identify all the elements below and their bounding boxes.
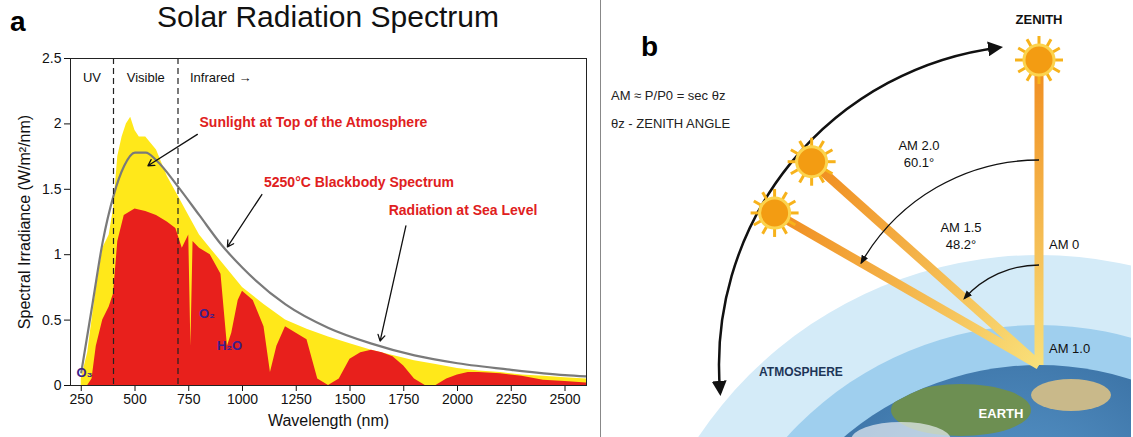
svg-text:UV: UV — [83, 70, 101, 85]
svg-text:Visible: Visible — [127, 70, 165, 85]
svg-text:0.5: 0.5 — [42, 312, 62, 328]
svg-text:AM 1.5: AM 1.5 — [940, 220, 981, 235]
svg-text:2500: 2500 — [549, 391, 580, 407]
svg-text:1.5: 1.5 — [42, 181, 62, 197]
svg-text:0: 0 — [54, 377, 62, 393]
svg-text:ATMOSPHERE: ATMOSPHERE — [759, 365, 843, 379]
svg-text:250: 250 — [70, 391, 94, 407]
svg-text:Radiation at Sea Level: Radiation at Sea Level — [389, 202, 538, 218]
svg-text:1750: 1750 — [388, 391, 419, 407]
svg-text:1000: 1000 — [227, 391, 258, 407]
svg-text:AM 1.0: AM 1.0 — [1049, 341, 1090, 356]
svg-text:O₂: O₂ — [199, 306, 215, 321]
svg-text:2.5: 2.5 — [42, 50, 62, 66]
svg-text:750: 750 — [177, 391, 201, 407]
svg-text:Spectral Irradiance (W/m²/nm): Spectral Irradiance (W/m²/nm) — [16, 115, 33, 329]
svg-text:Wavelength (nm): Wavelength (nm) — [268, 412, 389, 429]
svg-text:b: b — [641, 31, 658, 62]
svg-text:Infrared →: Infrared → — [190, 70, 251, 85]
svg-text:O₃: O₃ — [76, 365, 92, 380]
svg-text:Sunlight at Top of the Atmosph: Sunlight at Top of the Atmosphere — [200, 114, 428, 130]
svg-text:5250°C Blackbody Spectrum: 5250°C Blackbody Spectrum — [264, 174, 454, 190]
svg-text:ZENITH: ZENITH — [1016, 12, 1063, 27]
svg-text:2250: 2250 — [496, 391, 527, 407]
svg-text:AM ≈ P/P0 = sec θz: AM ≈ P/P0 = sec θz — [611, 88, 725, 103]
svg-text:θz - ZENITH ANGLE: θz - ZENITH ANGLE — [611, 116, 731, 131]
svg-text:1: 1 — [54, 246, 62, 262]
svg-text:1250: 1250 — [281, 391, 312, 407]
svg-text:2000: 2000 — [442, 391, 473, 407]
svg-text:H₂O: H₂O — [217, 338, 242, 353]
svg-text:48.2°: 48.2° — [946, 237, 977, 252]
svg-text:1500: 1500 — [334, 391, 365, 407]
svg-text:EARTH: EARTH — [979, 406, 1024, 421]
html-text:a: a — [10, 6, 26, 37]
svg-text:60.1°: 60.1° — [904, 155, 935, 170]
html-text:Solar Radiation Spectrum: Solar Radiation Spectrum — [157, 0, 499, 33]
svg-text:2: 2 — [54, 115, 62, 131]
svg-text:AM 2.0: AM 2.0 — [898, 138, 939, 153]
svg-text:500: 500 — [123, 391, 147, 407]
svg-text:AM 0: AM 0 — [1049, 237, 1079, 252]
